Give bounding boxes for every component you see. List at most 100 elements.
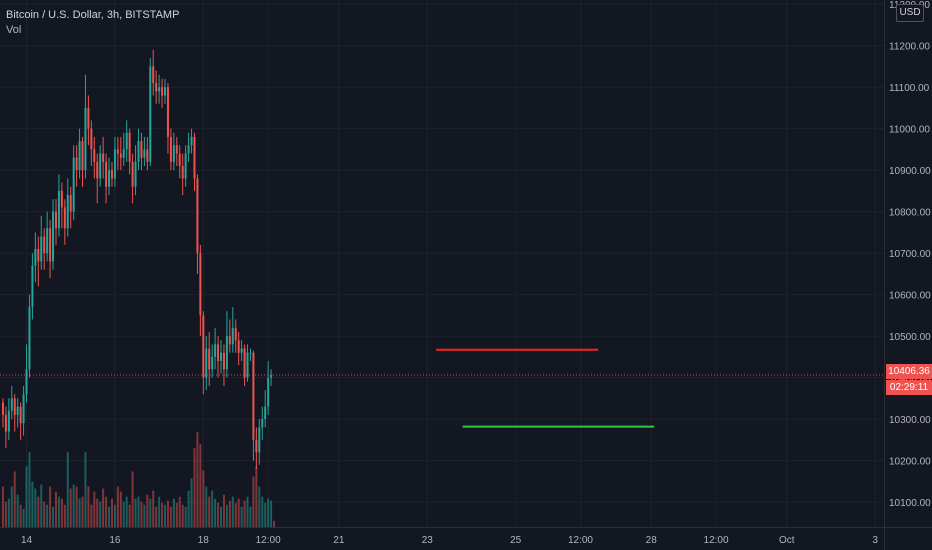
volume-bar (57, 496, 60, 527)
candle-body (54, 211, 57, 229)
candle-body (113, 149, 116, 179)
candle-body (196, 178, 199, 254)
candle-body (10, 398, 13, 411)
volume-bar (128, 504, 131, 527)
volume-bar (152, 490, 155, 527)
candle-body (190, 136, 193, 146)
volume-bar (175, 502, 178, 527)
candle-body (84, 107, 87, 171)
volume-bar (22, 508, 25, 527)
chart-legend: Bitcoin / U.S. Dollar, 3h, BITSTAMP Vol (6, 8, 179, 38)
volume-bar (37, 496, 40, 527)
candle-body (13, 398, 16, 415)
candle-body (16, 406, 19, 415)
candle-body (90, 128, 93, 150)
volume-indicator-label[interactable]: Vol (6, 24, 22, 36)
volume-bar (110, 498, 113, 527)
drawn-horizontal-lines[interactable] (0, 348, 884, 428)
candle-body (225, 336, 228, 370)
candle-body (258, 427, 261, 453)
candle-body (155, 82, 158, 92)
volume-bar (31, 481, 34, 527)
volume-bar (66, 452, 69, 527)
price-tick-label: 11000.00 (889, 125, 930, 136)
volume-bar (181, 504, 184, 527)
volume-bar (7, 498, 10, 527)
candle-body (119, 153, 122, 158)
candle-body (175, 145, 178, 154)
volume-bar (52, 506, 55, 527)
currency-badge[interactable]: USD (896, 4, 924, 22)
volume-bar (261, 496, 264, 527)
volume-bar (208, 496, 211, 527)
last-price-tag: 10406.36 (886, 364, 932, 379)
symbol-title[interactable]: Bitcoin / U.S. Dollar, 3h, BITSTAMP (6, 9, 180, 21)
volume-bar (34, 488, 37, 527)
price-tick-label: 10900.00 (889, 166, 931, 177)
candle-body (166, 87, 169, 137)
candle-body (270, 375, 273, 378)
volume-bar (102, 488, 105, 527)
volume-bar (63, 504, 66, 527)
candle-body (102, 153, 105, 162)
candle-body (75, 157, 78, 171)
volume-bar (246, 496, 249, 527)
candle-body (72, 157, 75, 212)
time-axis[interactable]: 14 16 18 12:00 21 23 25 12:00 28 12:00 Oct 3 (21, 535, 878, 546)
candle-body (43, 236, 46, 254)
candle-body (214, 344, 217, 357)
volume-bar (214, 498, 217, 527)
candle-body (87, 107, 90, 129)
candle-body (4, 414, 7, 432)
candle-body (105, 161, 108, 187)
candle-body (249, 352, 252, 354)
candle-body (37, 248, 40, 262)
candle-body (220, 352, 222, 362)
candle-body (228, 336, 231, 345)
candle-body (116, 149, 119, 154)
volume-bar (69, 488, 72, 527)
candle-body (246, 352, 249, 378)
volume-bar (72, 484, 75, 527)
volume-bar (105, 496, 108, 527)
time-tick-label: 12:00 (568, 535, 593, 546)
volume-bar (49, 486, 52, 527)
candle-body (1, 402, 4, 415)
volume-bar (172, 498, 175, 527)
time-tick-label: 25 (510, 535, 522, 546)
price-tick-label: 10100.00 (889, 498, 931, 509)
volume-bar (249, 506, 252, 527)
price-axis[interactable]: 10100.00 10200.00 10300.00 10400.00 10500.00… (889, 0, 931, 509)
candle-body (134, 161, 137, 187)
time-tick-label: 12:00 (256, 535, 281, 546)
volume-bar (252, 476, 255, 527)
candle-body (128, 132, 131, 162)
volume-bar (169, 506, 172, 527)
volume-bar (273, 520, 276, 527)
candle-body (231, 327, 234, 345)
candle-body (261, 419, 264, 428)
candle-body (161, 87, 164, 96)
candle-body (237, 340, 240, 353)
candle-body (52, 211, 55, 262)
candle-body (181, 165, 184, 179)
volume-bar (134, 498, 137, 527)
candle-body (22, 394, 25, 424)
volume-bar (28, 452, 31, 527)
price-tick-label: 10700.00 (889, 249, 931, 260)
volume-bar (178, 496, 181, 527)
time-tick-label: Oct (779, 535, 795, 546)
candle-body (46, 228, 49, 254)
volume-bar (158, 496, 161, 527)
volume-bar (143, 504, 146, 527)
volume-bar (81, 496, 84, 527)
candle-body (60, 190, 63, 208)
candle-body (25, 369, 28, 395)
candle-body (122, 149, 125, 158)
candlestick-series (1, 49, 273, 469)
volume-bar (131, 471, 134, 527)
volume-bar (270, 500, 273, 527)
volume-bar (187, 490, 190, 527)
